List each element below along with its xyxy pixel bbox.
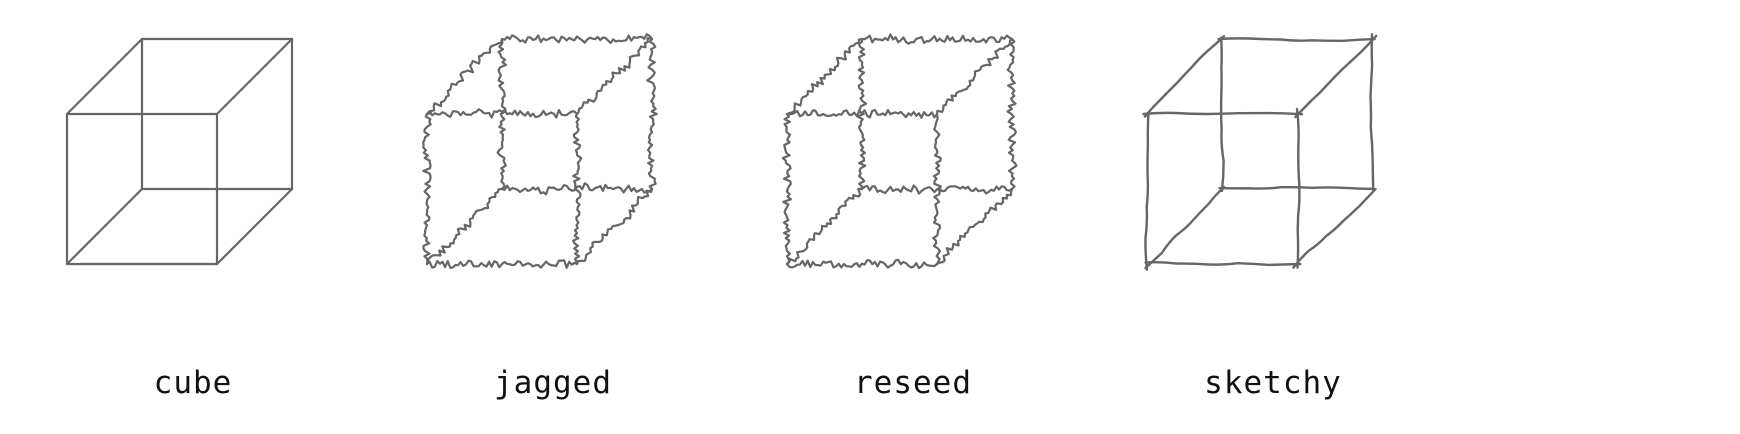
cube-edge-cg — [1292, 187, 1377, 269]
cube-edge-bf — [1294, 34, 1378, 119]
cube-edge-ae — [65, 37, 144, 116]
cube-edge-cg — [575, 187, 654, 266]
cube-edge-dh — [1144, 185, 1226, 270]
cube-edge-he — [1219, 36, 1225, 193]
cube-edge-cg — [935, 187, 1014, 266]
cube-edge-dh — [65, 187, 144, 266]
cube-edge-bf — [575, 37, 654, 116]
cube-edge-cd — [1144, 261, 1302, 267]
cube-edge-ab — [425, 108, 579, 119]
cube-edge-cg — [215, 187, 294, 266]
cube-edge-gh — [1218, 185, 1376, 191]
cube-edge-fg — [1006, 37, 1018, 191]
caption-jagged: jagged — [494, 365, 612, 401]
cube-edge-dh — [785, 187, 864, 266]
cube-jagged-drawing — [422, 33, 658, 269]
cube-edge-cd — [785, 258, 939, 270]
cube-edge-fg — [646, 37, 658, 191]
cube-edge-ae — [425, 37, 504, 116]
cube-edge-gh — [860, 184, 1014, 195]
caption-reseed: reseed — [854, 365, 972, 401]
cube-edge-cd — [425, 259, 579, 269]
cube-edge-dh — [425, 187, 504, 266]
cube-edge-ab — [1142, 111, 1304, 116]
cube-edge-ef — [1217, 37, 1376, 43]
cube-edge-gh — [500, 182, 654, 196]
cube-edge-fg — [1369, 33, 1375, 191]
cube-edge-ef — [860, 33, 1014, 45]
cube-edge-ef — [500, 33, 654, 45]
panel-jagged: jagged — [403, 0, 703, 434]
cube-edge-da — [1144, 112, 1150, 271]
panel-cube: cube — [43, 0, 343, 434]
cube-clean-drawing — [65, 37, 294, 266]
cube-edge-he — [496, 37, 507, 191]
panel-reseed: reseed — [763, 0, 1063, 434]
cube-edge-he — [856, 37, 868, 191]
cube-edge-da — [781, 112, 792, 266]
cube-edge-bf — [935, 37, 1014, 116]
cube-edge-bf — [215, 37, 294, 116]
cube-sketchy-drawing — [1142, 33, 1378, 271]
cube-edge-ae — [1143, 35, 1226, 118]
cube-edge-ae — [785, 37, 864, 116]
caption-cube: cube — [153, 365, 233, 401]
panel-sketchy: sketchy — [1123, 0, 1423, 434]
cube-reseed-drawing — [781, 33, 1018, 270]
caption-sketchy: sketchy — [1204, 365, 1342, 401]
cube-edge-da — [422, 112, 432, 266]
